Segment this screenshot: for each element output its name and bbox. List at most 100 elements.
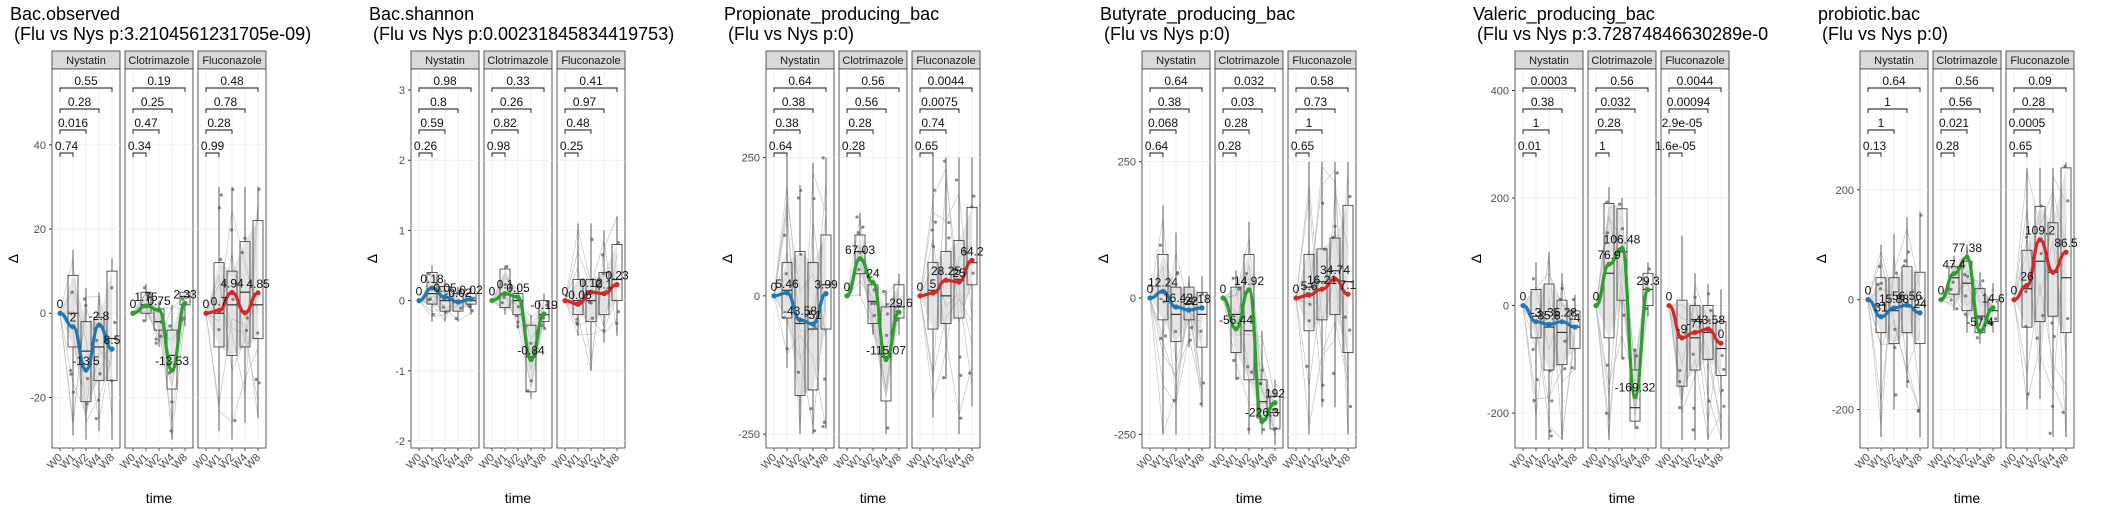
subject-trajectory	[1595, 265, 1649, 438]
significance-bracket	[846, 108, 887, 113]
data-point	[1605, 363, 1609, 367]
p-value-label: 0.65	[1291, 139, 1315, 153]
facet-fluconazole: Fluconazole 0-0.050.120.10.23 0.41 0.97 0.48…	[550, 50, 629, 472]
mean-point	[917, 293, 923, 299]
data-point	[1188, 338, 1192, 342]
facet-strip-label: Fluconazole	[916, 55, 975, 67]
mean-value-label: 0	[917, 280, 924, 294]
data-point	[1321, 201, 1325, 205]
mean-point	[943, 277, 949, 283]
facet-strip-label: Fluconazole	[1292, 55, 1351, 67]
mean-value-label: 16.21	[1307, 273, 1337, 287]
facet-strip-label: Clotrimazole	[1591, 55, 1652, 67]
data-point	[1975, 336, 1979, 340]
data-point	[231, 297, 235, 301]
data-point	[1605, 231, 1610, 235]
facet-strip-label: Nystatin	[1874, 55, 1914, 67]
mean-point	[528, 356, 534, 363]
p-value-label: 0.28	[1218, 139, 1242, 153]
data-point	[1877, 264, 1882, 268]
significance-bracket	[564, 129, 592, 134]
mean-value-label: 0	[489, 285, 496, 299]
x-tick-label: W8	[170, 452, 190, 472]
data-point	[1548, 429, 1552, 433]
mean-value-label: 77.38	[1952, 241, 1982, 255]
data-point	[167, 371, 171, 375]
data-point	[110, 286, 114, 290]
x-tick-label: W8	[602, 452, 622, 472]
significance-bracket	[564, 108, 605, 113]
p-value-label: 0.032	[1234, 74, 1264, 88]
data-point	[1348, 328, 1352, 332]
data-point	[796, 196, 801, 200]
data-point	[1707, 399, 1711, 403]
data-point	[897, 304, 901, 308]
chart-panel-4: Valeric_producing_bac(Flu vs Nys p:3.728…	[1468, 4, 1768, 506]
x-tick-label: W8	[1260, 452, 1280, 472]
mean-point	[969, 257, 975, 263]
data-point	[809, 407, 813, 411]
significance-bracket	[1222, 152, 1237, 157]
mean-point	[416, 298, 422, 304]
mean-value-label: 0	[844, 280, 851, 294]
mean-point	[1904, 302, 1910, 308]
x-tick-label: W8	[1905, 452, 1925, 472]
box-body	[499, 268, 511, 309]
significance-bracket	[1867, 129, 1895, 134]
data-point	[1620, 227, 1624, 231]
box-body	[93, 317, 105, 382]
data-point	[97, 398, 101, 402]
mean-value-label: 4.94	[220, 276, 244, 290]
y-axis-label: Δ	[1095, 254, 1111, 263]
data-point	[1570, 366, 1574, 370]
data-point	[1878, 286, 1883, 291]
data-point	[1535, 377, 1539, 382]
data-point	[1571, 297, 1576, 302]
data-point	[503, 282, 507, 287]
data-point	[1348, 194, 1352, 199]
significance-bracket	[1595, 108, 1636, 113]
p-value-label: 0.78	[214, 95, 238, 109]
mean-value-label: -4	[1570, 311, 1581, 325]
mean-point	[1572, 324, 1578, 330]
data-point	[1678, 406, 1682, 410]
y-tick-label: 0	[1130, 293, 1136, 305]
mean-value-label: -29.6	[885, 296, 913, 310]
mean-point	[2037, 237, 2043, 243]
significance-bracket	[59, 152, 74, 157]
y-tick-label: -200	[1832, 405, 1854, 417]
mean-value-label: -43.58	[1691, 313, 1725, 327]
data-point	[1917, 408, 1921, 412]
box-body	[807, 262, 819, 391]
mean-value-label: 34.74	[1320, 263, 1350, 277]
facet-fluconazole: Fluconazole0-9-77-43.5800.00440.000942.9…	[1654, 50, 1730, 472]
x-tick-label: W8	[2051, 452, 2071, 472]
data-point	[2025, 235, 2029, 239]
data-point	[972, 194, 976, 198]
significance-bracket	[773, 108, 814, 113]
box-body	[820, 234, 832, 330]
significance-bracket	[773, 87, 827, 92]
significance-bracket	[132, 129, 160, 134]
data-point	[575, 322, 580, 326]
data-point	[1550, 399, 1554, 403]
significance-bracket	[1867, 152, 1882, 157]
mean-point	[1666, 302, 1672, 309]
data-point	[958, 355, 962, 359]
data-point	[1258, 381, 1263, 385]
mean-point	[601, 290, 607, 297]
mean-value-label: -56.44	[1219, 313, 1253, 327]
mean-value-label: 0	[1293, 282, 1300, 296]
x-tick-label: W8	[811, 452, 831, 472]
data-point	[1678, 380, 1682, 384]
data-point	[590, 316, 595, 320]
facet-strip-label: Clotrimazole	[1218, 55, 1279, 67]
data-point	[1531, 277, 1536, 281]
data-point	[1707, 318, 1711, 323]
p-value-label: 2.9e-05	[1662, 116, 1703, 130]
x-axis-label: time	[146, 490, 173, 506]
significance-bracket	[919, 108, 960, 113]
data-point	[1720, 388, 1724, 392]
mean-value-label: 0.05	[506, 281, 530, 295]
box-body	[1342, 204, 1354, 353]
